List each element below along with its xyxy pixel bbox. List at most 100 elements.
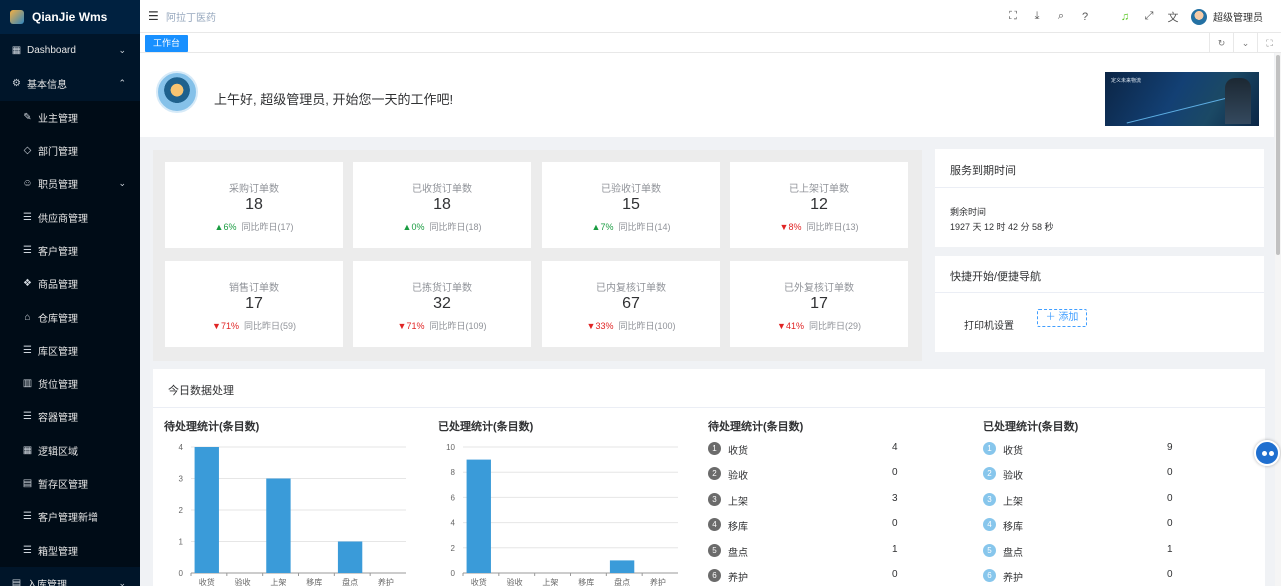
rank-badge: 5	[983, 543, 996, 557]
list-item-value: 0	[1167, 518, 1173, 530]
refresh-icon[interactable]: ↻	[1209, 33, 1233, 53]
pending-list-title: 待处理统计(条目数)	[708, 421, 804, 433]
trend-up-icon: ▲	[591, 222, 601, 232]
stat-compare-text: 同比昨日(29)	[808, 321, 861, 331]
list-icon: ☰	[23, 411, 32, 423]
stat-percent: 41%	[785, 321, 804, 331]
banner-image: 定义未来物流	[1105, 72, 1259, 126]
chevron-icon: ⌄	[118, 577, 126, 586]
stat-value: 18	[433, 196, 451, 213]
sidebar-item[interactable]: ☰ 客户管理新增	[0, 500, 140, 534]
stat-value: 32	[433, 295, 451, 312]
sidebar-item[interactable]: ☰ 容器管理	[0, 400, 140, 434]
sidebar-item-label: 客户管理新增	[38, 513, 98, 525]
sidebar-item-label: 容器管理	[38, 413, 78, 425]
tab-workbench[interactable]: 工作台	[145, 35, 189, 52]
stat-value: 17	[810, 295, 828, 312]
y-tick-label: 10	[446, 443, 455, 452]
trend-down-icon: ▼	[779, 222, 789, 232]
top-header: ☰ 阿拉丁医药 ⛶ ⤓ ⌕ ? ♫ ⤢ 文 超级管理员	[140, 0, 1281, 33]
list-item: 3 上架 3	[708, 492, 908, 510]
stat-value: 67	[622, 295, 640, 312]
scrollbar-thumb[interactable]	[1276, 55, 1280, 255]
assistant-robot-icon[interactable]	[1254, 440, 1280, 466]
list-item: 5 盘点 1	[708, 543, 908, 561]
sidebar-item[interactable]: ✎ 业主管理	[0, 100, 140, 134]
x-tick-label: 盘点	[342, 577, 358, 586]
printer-settings-link[interactable]: 打印机设置	[964, 321, 1014, 332]
stat-compare: ▲0% 同比昨日(18)	[353, 220, 531, 233]
sidebar-item-label: Dashboard	[27, 45, 76, 57]
expand-icon[interactable]: ⤢	[1144, 10, 1154, 22]
gear-icon: ⚙	[12, 78, 21, 90]
stat-card: 销售订单数 17 ▼71% 同比昨日(59)	[165, 261, 343, 347]
bar	[194, 447, 219, 573]
help-icon[interactable]: ?	[1081, 10, 1089, 23]
sidebar-item[interactable]: ☺ 职员管理 ⌄	[0, 167, 140, 201]
logo-icon	[10, 10, 24, 24]
stat-percent: 7%	[600, 222, 614, 232]
list-item: 4 移库 0	[708, 517, 908, 535]
sidebar-item[interactable]: ▤ 入库管理 ⌄	[0, 567, 140, 586]
dropbox-icon: ❖	[23, 278, 32, 290]
sidebar-item[interactable]: ▤ 暂存区管理	[0, 466, 140, 501]
add-button[interactable]: ＋ 添加	[1037, 309, 1087, 327]
sidebar-item[interactable]: ☰ 客户管理	[0, 233, 140, 268]
sidebar-item[interactable]: ☰ 供应商管理	[0, 200, 140, 234]
y-tick-label: 0	[179, 569, 184, 578]
bell-icon[interactable]: ♫	[1120, 10, 1130, 23]
done-chart: 0 2 4 6 8 10 收货 验收 上架 移库 盘点 养护	[433, 439, 688, 586]
stat-card: 已验收订单数 15 ▲7% 同比昨日(14)	[542, 162, 720, 248]
list-item-value: 9	[1167, 442, 1173, 453]
x-tick-label: 养护	[378, 577, 394, 586]
brand[interactable]: QianJie Wms	[0, 0, 140, 34]
list-item-value: 0	[892, 518, 898, 530]
username[interactable]: 超级管理员	[1213, 13, 1263, 24]
x-tick-label: 移库	[306, 577, 322, 586]
y-tick-label: 2	[451, 544, 456, 553]
sidebar-item-label: 商品管理	[38, 280, 78, 292]
page-scrollbar[interactable]	[1275, 53, 1281, 586]
sidebar-item[interactable]: ▥ 货位管理	[0, 366, 140, 401]
sidebar-item[interactable]: ❖ 商品管理	[0, 267, 140, 301]
download-icon[interactable]: ⤓	[1034, 10, 1040, 22]
sidebar-item[interactable]: ☰ 库区管理	[0, 333, 140, 367]
stat-percent: 8%	[788, 222, 802, 232]
quick-nav-card: 快捷开始/便捷导航 打印机设置 ＋ 添加	[935, 256, 1264, 352]
stat-compare: ▼8% 同比昨日(13)	[730, 220, 908, 233]
list-item-name: 移库	[728, 522, 748, 534]
rank-badge: 4	[983, 518, 996, 532]
chevron-icon: ⌄	[118, 45, 126, 56]
list-item-name: 盘点	[728, 547, 748, 559]
welcome-panel: 上午好, 超级管理员, 开始您一天的工作吧! 定义未来物流	[140, 53, 1274, 137]
rank-badge: 2	[708, 467, 721, 481]
trend-down-icon: ▼	[586, 321, 596, 331]
translate-icon[interactable]: 文	[1167, 11, 1179, 24]
sidebar-item[interactable]: ⚙ 基本信息 ⌃	[0, 67, 140, 100]
menu-fold-icon[interactable]: ☰	[148, 9, 159, 23]
stat-label: 销售订单数	[229, 283, 279, 294]
list-item: 2 验收 0	[983, 466, 1183, 484]
avatar[interactable]	[1191, 8, 1207, 25]
x-tick-label: 收货	[199, 577, 215, 586]
user-icon: ☺	[22, 178, 33, 190]
x-tick-label: 验收	[507, 577, 523, 586]
list-item-name: 上架	[1003, 496, 1023, 508]
maximize-icon[interactable]: ⛶	[1257, 33, 1281, 53]
x-tick-label: 验收	[235, 577, 251, 586]
stat-compare: ▼71% 同比昨日(59)	[165, 319, 343, 332]
sidebar-item[interactable]: ▦ Dashboard ⌄	[0, 34, 140, 67]
stat-compare-text: 同比昨日(109)	[429, 321, 487, 331]
done-list-title: 已处理统计(条目数)	[983, 421, 1079, 433]
grid-icon: ▦	[22, 444, 33, 456]
sidebar-item[interactable]: ◇ 部门管理	[0, 133, 140, 168]
search-icon[interactable]: ⌕	[1057, 10, 1065, 22]
fullscreen-icon[interactable]: ⛶	[1009, 10, 1017, 22]
chevron-down-icon[interactable]: ⌄	[1233, 33, 1257, 53]
sidebar-item[interactable]: ☰ 箱型管理	[0, 533, 140, 567]
sidebar-item[interactable]: ⌂ 仓库管理	[0, 300, 140, 334]
brand-name: QianJie Wms	[32, 10, 108, 24]
rank-badge: 1	[708, 442, 721, 455]
sidebar-item[interactable]: ▦ 逻辑区域	[0, 433, 140, 467]
breadcrumb[interactable]: 阿拉丁医药	[166, 12, 216, 24]
